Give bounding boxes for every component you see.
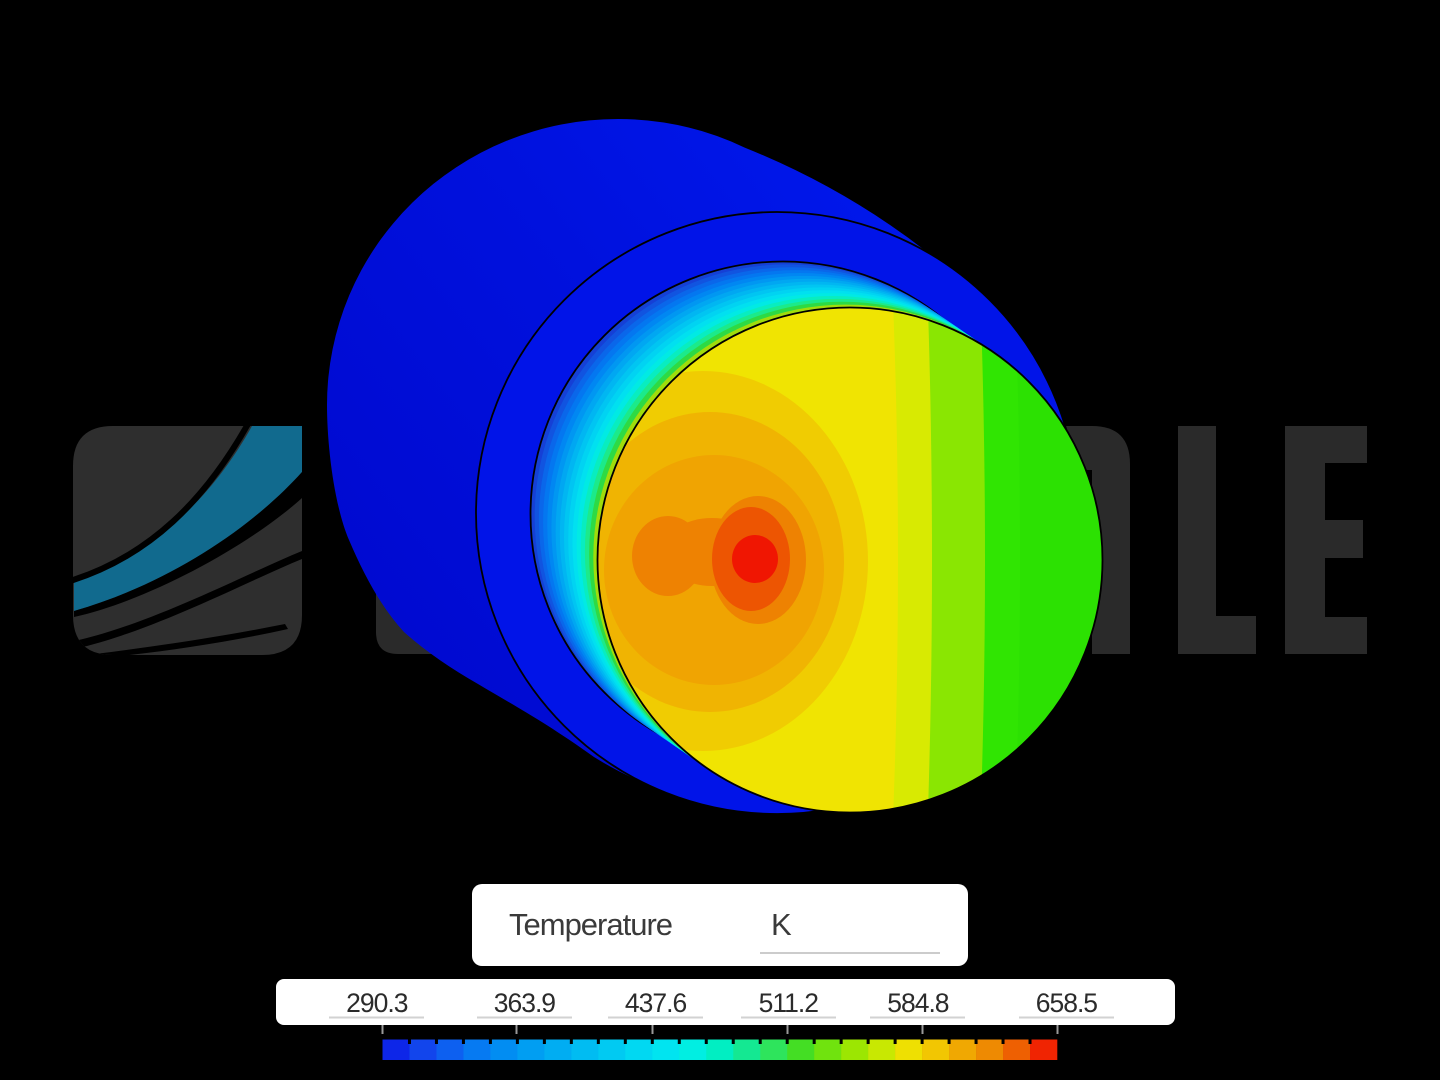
svg-text:437.6: 437.6 (625, 988, 687, 1018)
svg-text:K: K (771, 907, 792, 942)
svg-text:290.3: 290.3 (346, 988, 408, 1018)
svg-text:Temperature: Temperature (509, 907, 672, 942)
svg-text:658.5: 658.5 (1036, 988, 1098, 1018)
svg-text:363.9: 363.9 (494, 988, 556, 1018)
svg-text:584.8: 584.8 (887, 988, 949, 1018)
svg-text:511.2: 511.2 (759, 988, 819, 1018)
